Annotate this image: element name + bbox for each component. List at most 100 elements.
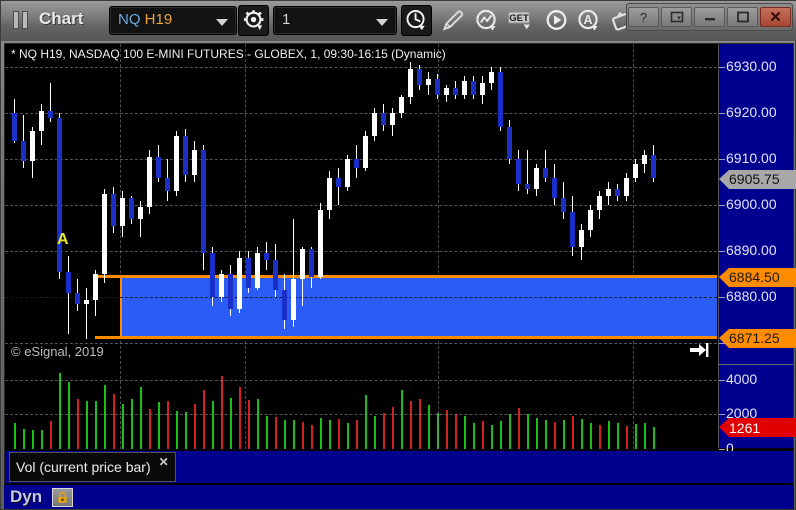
zone-marker-a[interactable]: A (57, 231, 69, 248)
volume-bar-down (202, 390, 205, 449)
candle-down (246, 258, 251, 289)
close-icon: ✕ (769, 9, 782, 26)
candle-wick (338, 168, 339, 206)
candle-down (156, 156, 161, 178)
get-text-icon[interactable]: GET (506, 5, 536, 36)
volume-axis-label: 0 (726, 440, 734, 456)
volume-bar-down (625, 425, 628, 449)
volume-bar-up (436, 412, 439, 449)
jump-to-latest-icon[interactable] (689, 342, 709, 363)
volume-bar-up (157, 402, 160, 449)
volume-bar-down (310, 424, 313, 449)
candle-down (57, 117, 62, 272)
last-price-tag[interactable]: 6905.75 (719, 169, 796, 189)
volume-bar-down (112, 393, 115, 449)
volume-bar-up (544, 420, 547, 449)
chevron-down-icon[interactable] (376, 19, 388, 26)
gear-refresh-icon[interactable] (238, 5, 269, 36)
volume-bar-up (562, 419, 565, 449)
zone-lower-price-tag[interactable]: 6871.25 (719, 328, 796, 348)
volume-bar-up (265, 416, 268, 449)
volume-bar-up (373, 416, 376, 449)
volume-bar-up (103, 385, 106, 449)
play-circle-icon[interactable] (542, 5, 572, 36)
volume-bar-up (490, 424, 493, 449)
chart-frame: * NQ H19, NASDAQ 100 E-MINI FUTURES - GL… (4, 43, 796, 508)
price-axis-label: 6890.00 (726, 242, 777, 259)
study-wave-icon[interactable] (472, 5, 502, 36)
help-button[interactable]: ? (628, 7, 659, 27)
clock-icon[interactable] (401, 5, 432, 36)
lock-icon[interactable] (52, 488, 73, 507)
zone-lower-price-tag-text: 6871.25 (729, 330, 780, 347)
volume-axis-tick (719, 414, 725, 416)
candle-up (462, 80, 467, 95)
volume-bar-up (292, 419, 295, 449)
price-gridline (5, 113, 717, 115)
candle-up (642, 154, 647, 164)
volume-bar-up (328, 419, 331, 449)
zone-upper-line[interactable] (95, 275, 717, 279)
chevron-down-icon[interactable] (216, 19, 228, 26)
volume-bar-down (571, 416, 574, 449)
maximize-button[interactable] (727, 7, 758, 27)
interval-input[interactable]: 1 (273, 6, 397, 35)
study-label-box[interactable]: Vol (current price bar) ✕ (9, 452, 176, 482)
volume-value-tag[interactable]: 1261 (719, 418, 796, 438)
window-title: Chart (39, 9, 84, 28)
price-axis-label: 6880.00 (726, 288, 777, 305)
volume-bar-up (616, 423, 619, 449)
volume-bar-down (445, 410, 448, 449)
volume-axis-tick (719, 379, 725, 381)
volume-bar-up (211, 401, 214, 449)
dynamic-mode-label: Dyn (10, 487, 43, 506)
window-controls: ? ✕ (626, 3, 793, 31)
volume-bar-up (643, 423, 646, 449)
candle-down (228, 274, 233, 309)
zone-lower-line[interactable] (95, 336, 717, 340)
volume-bar-down (49, 421, 52, 449)
price-axis[interactable]: 6930.00 6920.00 6910.00 6900.00 6890.00 6880.… (718, 44, 796, 456)
candle-down (471, 80, 476, 95)
candle-up (120, 198, 125, 226)
candle-up (39, 110, 44, 132)
candle-up (192, 149, 197, 176)
pencil-icon[interactable] (438, 5, 468, 36)
candle-up (255, 253, 260, 289)
volume-bar-up (58, 372, 61, 449)
price-axis-tick (719, 251, 725, 253)
candle-down (165, 177, 170, 192)
volume-bar-up (283, 420, 286, 449)
price-axis-label: 6900.00 (726, 196, 777, 213)
candle-up (345, 159, 350, 187)
volume-pane[interactable] (5, 366, 717, 449)
candle-down (48, 110, 53, 118)
symbol-input[interactable]: NQ H19 (109, 6, 237, 35)
candle-down (21, 140, 26, 162)
minimize-button[interactable] (694, 7, 725, 27)
volume-bar-up (499, 421, 502, 449)
volume-bar-down (517, 408, 520, 449)
volume-time-gridline (633, 366, 634, 449)
price-axis-tick (719, 297, 725, 299)
candle-up (444, 87, 449, 95)
close-button[interactable]: ✕ (760, 7, 791, 27)
zone-upper-price-tag[interactable]: 6884.50 (719, 267, 796, 287)
svg-text:A: A (583, 13, 592, 27)
candle-up (624, 177, 629, 196)
candle-down (651, 154, 656, 178)
close-icon[interactable]: ✕ (158, 455, 169, 469)
candle-down (309, 248, 314, 277)
volume-bar-up (607, 421, 610, 449)
volume-bar-up (139, 386, 142, 449)
candle-up (84, 299, 89, 305)
restore-button[interactable] (661, 7, 692, 27)
candle-down (183, 136, 188, 176)
volume-gridline (5, 414, 717, 416)
candle-up (147, 156, 152, 208)
price-pane[interactable]: © eSignal, 2019 A (5, 44, 717, 364)
letter-a-circle-icon[interactable]: A (574, 5, 604, 36)
title-bar: Chart NQ H19 (1, 1, 796, 41)
price-gridline (5, 251, 717, 253)
volume-axis-tick (719, 449, 725, 450)
